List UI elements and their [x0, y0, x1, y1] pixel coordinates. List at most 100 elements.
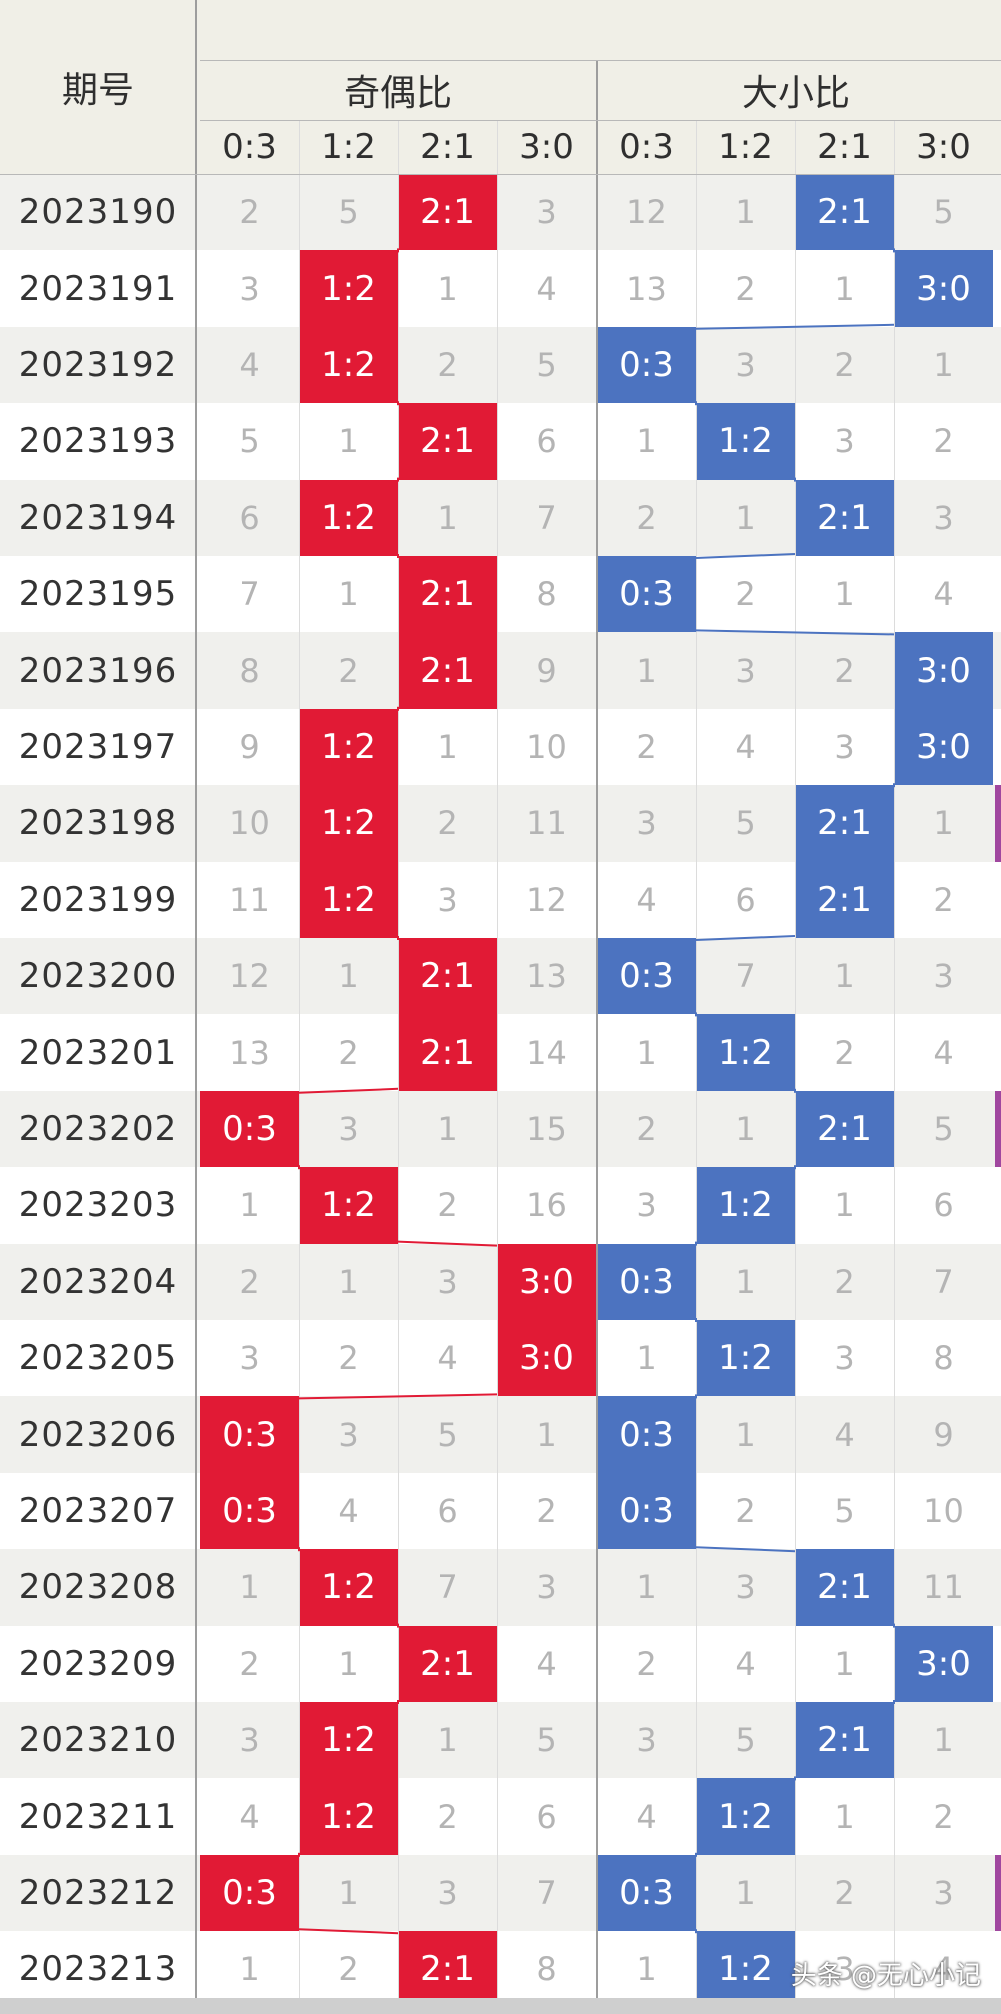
miss-count-cell: 1	[239, 1186, 260, 1225]
miss-count-cell: 2	[437, 345, 458, 384]
period-cell: 2023206	[18, 1414, 178, 1455]
odd-even-hit-cell: 1:2	[299, 1549, 398, 1626]
grid-divider	[696, 120, 697, 2008]
table-row: 2023197 9 1:2 1 10 2 4 3 3:0	[0, 708, 1001, 786]
group-divider	[596, 60, 598, 2008]
header-divider	[200, 60, 1001, 61]
period-cell: 2023212	[18, 1872, 178, 1913]
period-cell: 2023199	[18, 879, 178, 920]
miss-count-cell: 2	[437, 1186, 458, 1225]
grid-divider	[894, 120, 895, 2008]
table-row: 2023206 0:3 3 5 1 0:3 1 4 9	[0, 1396, 1001, 1473]
miss-count-cell: 8	[933, 1339, 954, 1378]
miss-count-cell: 2	[834, 1873, 855, 1912]
odd-even-hit-cell: 1:2	[299, 1702, 398, 1779]
miss-count-cell: 1	[338, 575, 359, 614]
miss-count-cell: 10	[526, 727, 567, 766]
column-header-odd-even-2-1: 2:1	[420, 127, 475, 167]
miss-count-cell: 5	[933, 193, 954, 232]
column-header-odd-even-3-0: 3:0	[519, 127, 574, 167]
miss-count-cell: 5	[536, 345, 557, 384]
miss-count-cell: 1	[338, 1644, 359, 1683]
miss-count-cell: 11	[526, 804, 567, 843]
size-hit-cell: 0:3	[597, 1396, 696, 1473]
miss-count-cell: 2	[239, 193, 260, 232]
miss-count-cell: 4	[536, 269, 557, 308]
miss-count-cell: 2	[834, 1033, 855, 1072]
group-header-size: 大小比	[741, 73, 850, 114]
grid-divider	[398, 120, 399, 2008]
group-divider	[195, 0, 197, 2008]
miss-count-cell: 2	[239, 1644, 260, 1683]
miss-count-cell: 1	[239, 1568, 260, 1607]
odd-even-hit-cell: 1:2	[299, 861, 398, 938]
table-row: 2023208 1 1:2 7 3 1 3 2:1 11	[0, 1549, 1001, 1626]
table-row: 2023195 7 1 2:1 8 0:3 2 1 4	[0, 556, 1001, 633]
period-cell: 2023192	[18, 344, 178, 385]
size-hit-cell: 1:2	[696, 1014, 795, 1091]
period-cell: 2023207	[18, 1490, 178, 1531]
miss-count-cell: 15	[526, 1109, 567, 1148]
miss-count-cell: 1	[834, 269, 855, 308]
table-row: 2023201 13 2 2:1 14 1 1:2 2 4	[0, 1014, 1001, 1091]
period-cell: 2023211	[18, 1796, 178, 1837]
miss-count-cell: 3	[834, 422, 855, 461]
group-header-odd-even: 奇偶比	[343, 73, 452, 114]
column-header-odd-even-1-2: 1:2	[321, 127, 376, 167]
miss-count-cell: 1	[536, 1415, 557, 1454]
header-background	[0, 0, 1001, 174]
miss-count-cell: 5	[735, 1721, 756, 1760]
period-cell: 2023200	[18, 956, 178, 997]
miss-count-cell: 1	[933, 804, 954, 843]
size-hit-cell: 3:0	[894, 1625, 993, 1702]
miss-count-cell: 4	[933, 1950, 954, 1989]
period-cell: 2023190	[18, 192, 178, 233]
watermark-text: 头条 @无心小记	[790, 1961, 981, 1991]
odd-even-hit-cell: 2:1	[398, 1625, 497, 1702]
odd-even-hit-cell: 1:2	[299, 479, 398, 556]
odd-even-hit-cell: 2:1	[398, 632, 497, 709]
table-row: 2023194 6 1:2 1 7 2 1 2:1 3	[0, 479, 1001, 556]
miss-count-cell: 2	[933, 422, 954, 461]
miss-count-cell: 8	[536, 575, 557, 614]
size-hit-cell: 2:1	[795, 174, 894, 251]
table-row: 2023199 11 1:2 3 12 4 6 2:1 2	[0, 861, 1001, 938]
miss-count-cell: 1	[437, 498, 458, 537]
size-hit-cell: 0:3	[597, 1243, 696, 1320]
table-row: 2023192 4 1:2 2 5 0:3 3 2 1	[0, 326, 1001, 404]
size-hit-cell: 2:1	[795, 479, 894, 556]
miss-count-cell: 7	[933, 1262, 954, 1301]
miss-count-cell: 3	[338, 1415, 359, 1454]
size-hit-cell: 2:1	[795, 1549, 894, 1626]
miss-count-cell: 5	[338, 193, 359, 232]
miss-count-cell: 1	[735, 498, 756, 537]
miss-count-cell: 4	[735, 1644, 756, 1683]
miss-count-cell: 2	[933, 880, 954, 919]
miss-count-cell: 1	[735, 1109, 756, 1148]
odd-even-hit-cell: 2:1	[398, 556, 497, 633]
miss-count-cell: 2	[735, 269, 756, 308]
grid-divider	[795, 120, 796, 2008]
odd-even-hit-cell: 3:0	[497, 1320, 596, 1397]
period-cell: 2023195	[18, 574, 178, 615]
table-row: 2023198 10 1:2 2 11 3 5 2:1 1	[0, 785, 1001, 862]
miss-count-cell: 3	[437, 1262, 458, 1301]
miss-count-cell: 4	[536, 1644, 557, 1683]
period-cell: 2023209	[18, 1643, 178, 1684]
odd-even-hit-cell: 2:1	[398, 1014, 497, 1091]
table-row: 2023204 2 1 3 3:0 0:3 1 2 7	[0, 1243, 1001, 1320]
miss-count-cell: 9	[933, 1415, 954, 1454]
miss-count-cell: 12	[526, 880, 567, 919]
miss-count-cell: 8	[239, 651, 260, 690]
miss-count-cell: 7	[239, 575, 260, 614]
odd-even-hit-cell: 0:3	[200, 1472, 299, 1550]
table-row: 2023200 12 1 2:1 13 0:3 7 1 3	[0, 938, 1001, 1015]
miss-count-cell: 3	[239, 1721, 260, 1760]
size-hit-cell: 0:3	[597, 1854, 696, 1932]
miss-count-cell: 3	[536, 1568, 557, 1607]
miss-count-cell: 13	[229, 1033, 270, 1072]
period-cell: 2023202	[18, 1108, 178, 1149]
miss-count-cell: 13	[626, 269, 667, 308]
miss-count-cell: 3	[834, 1339, 855, 1378]
column-header-size-3-0: 3:0	[916, 127, 971, 167]
